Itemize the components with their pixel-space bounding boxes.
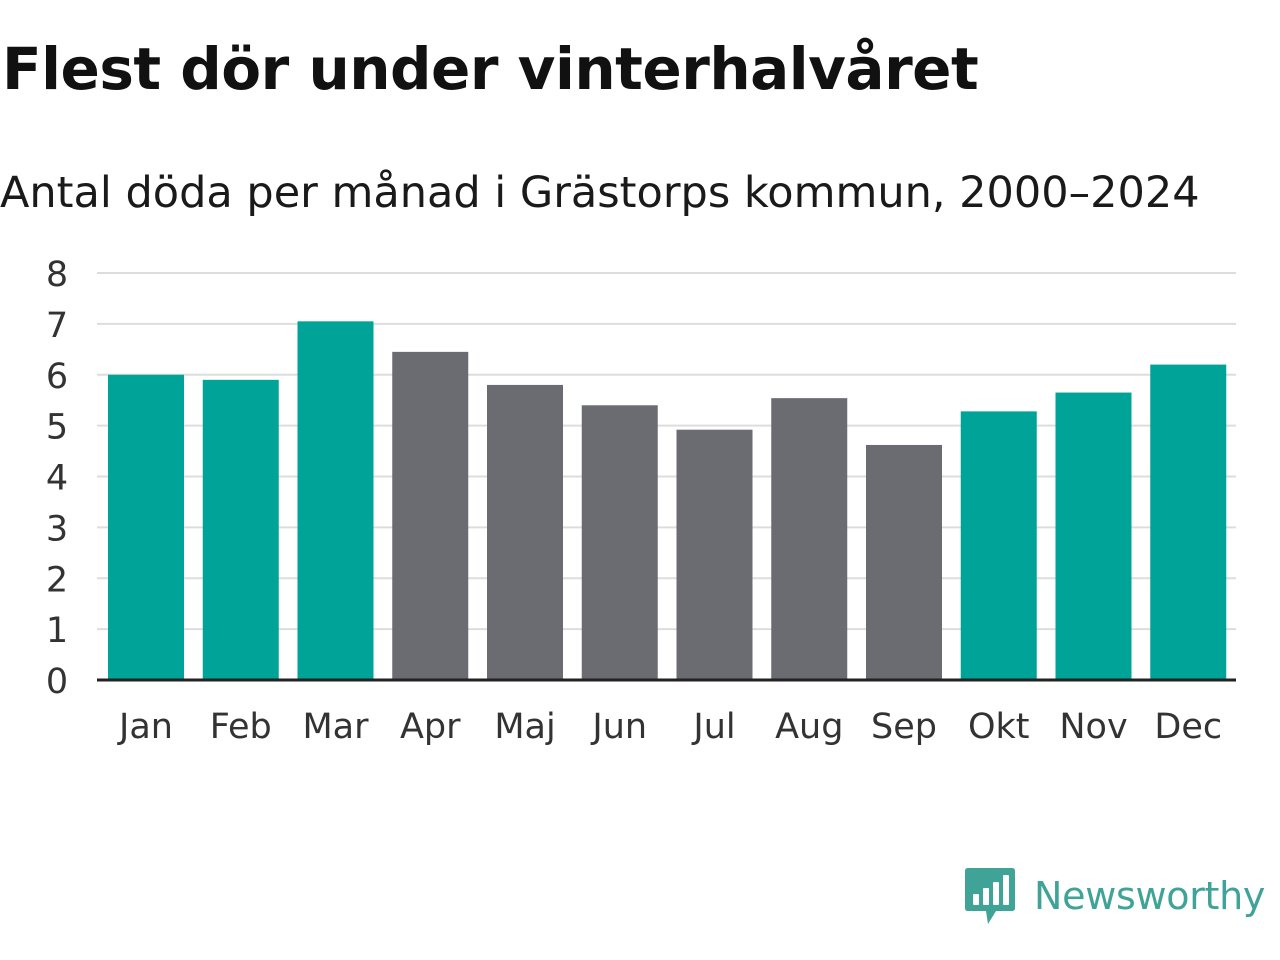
x-tick-label: Nov: [1059, 707, 1127, 747]
bar-apr: [392, 351, 469, 680]
bar-mar: [297, 321, 374, 680]
x-tick-label: Apr: [400, 707, 461, 747]
chart-subtitle: Antal döda per månad i Grästorps kommun,…: [0, 168, 1200, 218]
x-axis-tick-labels: Jan Feb Mar Apr Maj Jun Jul Aug Sep Okt Nov Dec: [117, 707, 1222, 747]
brand-logo: Newsworthy: [964, 866, 1265, 926]
x-tick-label: Jun: [590, 707, 647, 747]
y-axis-tick-labels: 0 1 2 3 4 5 6 7 8: [46, 255, 68, 702]
bar-jan: [108, 374, 184, 680]
bar-dec: [1150, 364, 1227, 680]
y-tick-label: 0: [46, 662, 68, 702]
x-tick-label: Aug: [775, 707, 843, 747]
y-tick-label: 3: [46, 509, 68, 549]
x-tick-label: Sep: [871, 707, 937, 747]
bar-chart: 0 1 2 3 4 5 6 7 8 Jan Feb Mar Apr Maj Jun Jul Aug Sep Okt…: [46, 255, 1236, 747]
y-tick-label: 1: [46, 611, 68, 651]
y-tick-label: 6: [46, 357, 68, 397]
bar-sep: [866, 444, 942, 680]
x-tick-label: Jan: [117, 707, 173, 747]
chart-title: Flest dör under vinterhalvåret: [2, 35, 979, 103]
bars: [108, 321, 1227, 680]
y-tick-label: 4: [46, 459, 68, 499]
x-tick-label: Mar: [302, 707, 369, 747]
bar-nov: [1055, 392, 1132, 680]
bar-feb: [202, 379, 279, 680]
x-tick-label: Dec: [1154, 707, 1222, 747]
x-tick-label: Jul: [691, 707, 735, 747]
bar-aug: [771, 398, 848, 680]
x-tick-label: Okt: [968, 707, 1030, 747]
brand-name: Newsworthy: [1034, 874, 1266, 918]
y-tick-label: 5: [46, 408, 68, 448]
y-tick-label: 7: [46, 306, 68, 346]
newsworthy-logo-icon: [965, 868, 1015, 924]
bar-maj: [487, 384, 563, 680]
y-tick-label: 8: [46, 255, 68, 295]
y-tick-label: 2: [46, 560, 68, 600]
x-tick-label: Maj: [494, 707, 555, 747]
bar-jun: [581, 405, 658, 680]
grid-lines: [97, 272, 1236, 631]
x-tick-label: Feb: [210, 707, 272, 747]
bar-okt: [960, 411, 1037, 680]
bar-jul: [676, 429, 753, 680]
